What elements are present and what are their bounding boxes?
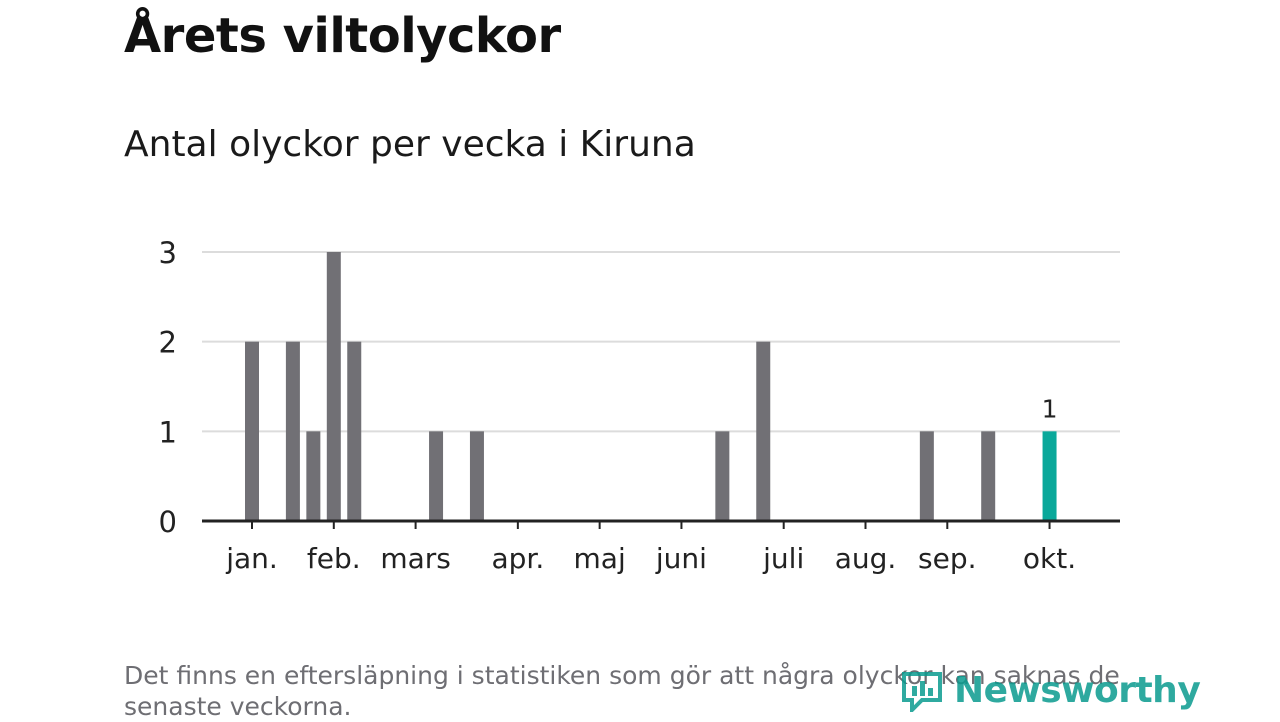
y-tick-label: 0 — [159, 505, 177, 539]
y-tick-label: 3 — [159, 236, 177, 270]
bar — [981, 431, 996, 521]
bar — [347, 341, 362, 521]
x-tick-label: juli — [762, 542, 804, 575]
y-tick-label: 1 — [159, 415, 177, 449]
x-tick-label: okt. — [1023, 542, 1076, 575]
bar — [245, 341, 259, 521]
bar — [919, 431, 934, 521]
bar — [756, 341, 771, 521]
bar — [715, 431, 730, 521]
x-tick-label: sep. — [918, 542, 977, 575]
data-label: 1 — [1042, 394, 1058, 423]
x-tick-label: mars — [380, 542, 451, 575]
bar — [285, 341, 300, 521]
bar — [306, 431, 321, 521]
newsworthy-logo: Newsworthy — [900, 668, 1201, 712]
x-tick-label: juni — [655, 542, 707, 575]
bar — [326, 252, 341, 521]
chart-subtitle: Antal olyckor per vecka i Kiruna — [124, 124, 696, 165]
x-tick-label: apr. — [491, 542, 544, 575]
bar — [469, 431, 484, 521]
newsworthy-logo-icon — [902, 672, 942, 712]
page-title: Årets viltolyckor — [124, 8, 561, 64]
x-tick-label: feb. — [307, 542, 361, 575]
x-tick-label: jan. — [225, 542, 278, 575]
footnote: Det finns en eftersläpning i statistiken… — [124, 661, 1120, 721]
bar — [429, 431, 444, 521]
highlight-bar — [1042, 431, 1057, 521]
y-tick-label: 2 — [159, 326, 177, 360]
newsworthy-logo-text: Newsworthy — [954, 669, 1201, 711]
x-tick-label: maj — [574, 542, 626, 575]
x-tick-label: aug. — [835, 542, 897, 575]
